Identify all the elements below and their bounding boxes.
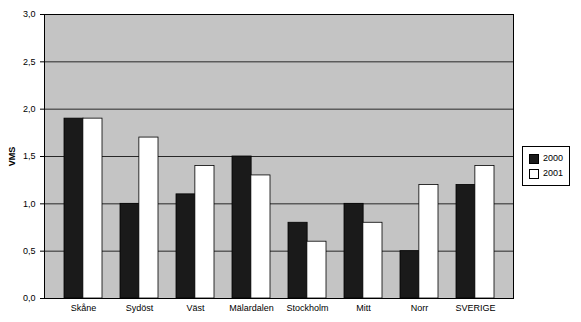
svg-text:2,0: 2,0: [23, 104, 36, 114]
svg-text:Mälardalen: Mälardalen: [229, 303, 274, 313]
svg-text:VMS: VMS: [7, 147, 17, 167]
html-text:2001: 2001: [543, 168, 563, 178]
svg-text:Sydöst: Sydöst: [126, 303, 154, 313]
svg-text:2,5: 2,5: [23, 57, 36, 67]
svg-text:Stockholm: Stockholm: [286, 303, 328, 313]
svg-text:0,0: 0,0: [23, 293, 36, 303]
svg-text:SVERIGE: SVERIGE: [455, 303, 495, 313]
svg-text:Väst: Väst: [186, 303, 205, 313]
html-text:2000: 2000: [543, 153, 563, 163]
svg-text:0,5: 0,5: [23, 246, 36, 256]
svg-text:Mitt: Mitt: [356, 303, 371, 313]
svg-text:Norr: Norr: [411, 303, 429, 313]
svg-text:Skåne: Skåne: [71, 303, 97, 313]
svg-text:1,5: 1,5: [23, 151, 36, 161]
svg-text:1,0: 1,0: [23, 199, 36, 209]
svg-text:3,0: 3,0: [23, 9, 36, 19]
